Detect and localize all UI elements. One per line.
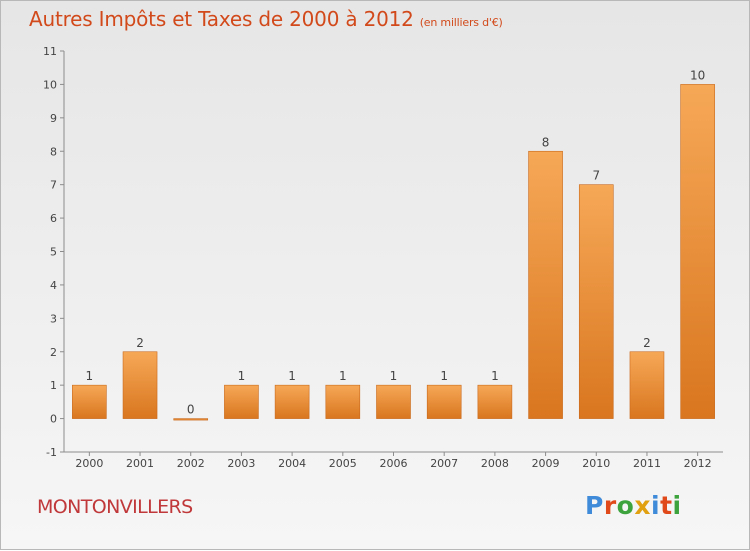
bar-2004 — [274, 384, 310, 419]
value-label-2001: 2 — [136, 336, 144, 350]
value-label-2005: 1 — [339, 369, 347, 383]
y-tick-label: 7 — [50, 179, 57, 192]
y-tick-label: 11 — [43, 45, 57, 58]
bar-2010 — [578, 184, 614, 419]
value-label-2002: 0 — [187, 403, 195, 417]
x-tick-label: 2005 — [329, 457, 357, 470]
x-tick-label: 2008 — [481, 457, 509, 470]
y-tick-label: 2 — [50, 346, 57, 359]
x-tick-label: 2012 — [684, 457, 712, 470]
commune-name: MONTONVILLERS — [37, 496, 193, 518]
chart-value-labels: 1 2 0 1 1 1 1 1 1 8 7 2 10 — [86, 68, 706, 416]
bar-2003 — [224, 384, 259, 419]
bar-2006 — [376, 384, 411, 419]
bar-2012 — [680, 84, 715, 419]
bar-2000 — [72, 384, 107, 419]
x-tick-label: 2009 — [532, 457, 560, 470]
y-tick-label: -1 — [46, 446, 57, 459]
y-tick-label: 8 — [50, 145, 57, 158]
value-label-2004: 1 — [288, 369, 296, 383]
value-label-2007: 1 — [440, 369, 448, 383]
logo-letter: i — [651, 491, 661, 520]
bar-2008 — [477, 384, 513, 419]
bar-2009 — [528, 150, 563, 419]
logo-letter: i — [672, 491, 682, 520]
x-tick-label: 2006 — [380, 457, 408, 470]
x-tick-label: 2004 — [278, 457, 306, 470]
logo-letter: P — [585, 491, 604, 520]
value-label-2003: 1 — [238, 369, 246, 383]
bar-2007 — [426, 384, 462, 419]
value-label-2008: 1 — [491, 369, 499, 383]
y-tick-label: 5 — [50, 246, 57, 259]
bar-2002 — [173, 418, 209, 421]
value-label-2011: 2 — [643, 336, 651, 350]
y-tick-label: 10 — [43, 78, 57, 91]
value-label-2012: 10 — [690, 68, 705, 82]
chart-title: Autres Impôts et Taxes de 2000 à 2012 (en… — [29, 7, 503, 31]
chart-subtitle: (en milliers d'€) — [419, 16, 503, 29]
x-tick-label: 2007 — [430, 457, 458, 470]
value-label-2009: 8 — [542, 135, 550, 149]
x-tick-label: 2000 — [75, 457, 103, 470]
logo-letter: o — [616, 491, 635, 520]
y-tick-label: 0 — [50, 413, 57, 426]
chart-title-text: Autres Impôts et Taxes de 2000 à 2012 — [29, 7, 414, 31]
y-tick-label: 4 — [50, 279, 57, 292]
logo-letter: r — [603, 491, 617, 520]
value-label-2000: 1 — [86, 369, 94, 383]
logo-letter: t — [660, 491, 673, 520]
value-label-2006: 1 — [390, 369, 398, 383]
bar-2005 — [325, 384, 361, 419]
x-tick-label: 2011 — [633, 457, 661, 470]
y-tick-label: 6 — [50, 212, 57, 225]
value-label-2010: 7 — [592, 169, 600, 183]
x-tick-label: 2010 — [582, 457, 610, 470]
x-tick-label: 2001 — [126, 457, 154, 470]
y-tick-label: 3 — [50, 312, 57, 325]
x-tick-label: 2003 — [227, 457, 255, 470]
x-tick-label: 2002 — [177, 457, 205, 470]
bar-2011 — [629, 351, 665, 419]
chart-bars — [72, 84, 715, 421]
logo-letter: x — [634, 491, 651, 520]
proxiti-logo: Proxiti — [585, 491, 682, 520]
bar-2001 — [122, 351, 158, 419]
y-tick-label: 9 — [50, 112, 57, 125]
y-tick-label: 1 — [50, 379, 57, 392]
